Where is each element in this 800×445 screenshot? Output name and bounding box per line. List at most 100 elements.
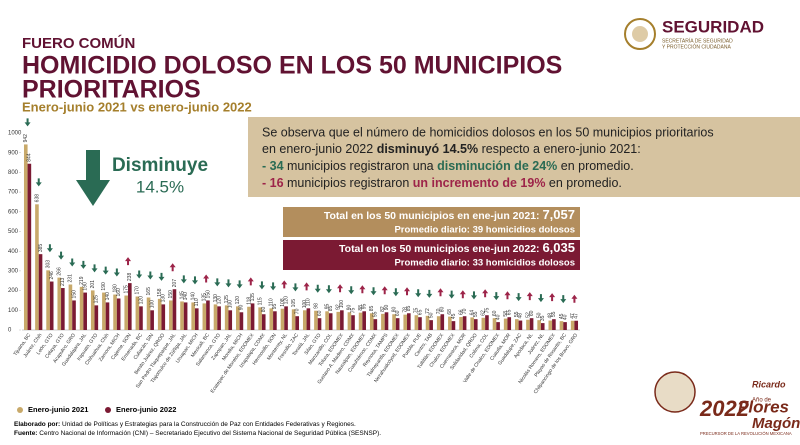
bar <box>384 312 389 330</box>
bar <box>369 313 374 330</box>
change-arrow <box>549 293 556 302</box>
value-label: 145 <box>179 291 185 300</box>
value-label: 140 <box>191 292 197 301</box>
value-label: 100 <box>228 300 234 309</box>
bar <box>492 318 497 330</box>
bar <box>362 311 366 330</box>
value-label: 120 <box>235 296 241 305</box>
legend-swatch <box>17 407 23 413</box>
bar <box>317 318 322 330</box>
bar <box>473 319 478 330</box>
t: respecto a enero-junio 2021: <box>478 142 641 156</box>
value-label: 45 <box>451 313 457 319</box>
t: en promedio. <box>545 176 621 190</box>
bar <box>128 283 132 330</box>
summary-line: Se observa que el número de homicidios d… <box>262 125 714 139</box>
bar <box>172 289 177 330</box>
value-label: 130 <box>213 294 219 303</box>
bar <box>105 302 110 330</box>
value-label: 75 <box>350 307 356 313</box>
value-label: 95 <box>324 304 330 310</box>
bar <box>395 318 400 330</box>
bar <box>83 292 87 330</box>
value-label: 75 <box>414 307 420 313</box>
value-label: 75 <box>484 307 490 313</box>
t: un incremento de 19% <box>413 176 546 190</box>
bar <box>161 304 166 330</box>
value-label: 942 <box>23 134 29 143</box>
value-label: 85 <box>406 305 412 311</box>
bar <box>183 302 188 330</box>
t: Unidad de Políticas y Estrategias para l… <box>60 421 356 428</box>
bar <box>563 322 567 330</box>
t: Elaborado por: <box>14 421 60 428</box>
bar <box>328 313 333 330</box>
change-arrow <box>147 271 154 280</box>
change-arrow <box>113 268 120 277</box>
bar <box>49 281 54 330</box>
value-label: 108 <box>280 298 286 307</box>
bar <box>284 306 288 330</box>
value-label: 85 <box>328 305 334 311</box>
change-arrow <box>102 266 109 275</box>
title: HOMICIDIO DOLOSO EN LOS 50 MUNICIPIOS <box>22 52 562 80</box>
total-box-2022 <box>283 240 580 270</box>
bar <box>481 317 486 330</box>
change-arrow <box>46 244 53 253</box>
bar <box>150 310 154 330</box>
bar <box>451 321 456 330</box>
bar <box>61 288 65 330</box>
callout-word: Disminuye <box>112 155 208 176</box>
footer-source: Fuente: Centro Nacional de Información (… <box>14 430 381 437</box>
bar <box>302 310 307 330</box>
total-line: Total en los 50 municipios ene-jun 2022:… <box>339 240 575 255</box>
value-label: 65 <box>417 309 423 315</box>
value-label: 115 <box>257 297 263 305</box>
bar <box>194 308 199 330</box>
change-arrow <box>191 276 198 285</box>
logo: SEGURIDAD SECRETARÍA DE SEGURIDAD Y PROT… <box>624 17 764 50</box>
change-arrow <box>303 282 310 291</box>
value-label: 150 <box>168 290 174 299</box>
summary-line: en enero-junio 2022 disminuyó 14.5% resp… <box>262 142 641 156</box>
change-arrow <box>292 283 299 292</box>
bar <box>518 320 523 330</box>
change-arrow <box>180 275 187 284</box>
bar <box>206 300 210 330</box>
value-label: 638 <box>34 194 40 203</box>
value-label: 48 <box>548 313 554 319</box>
value-label: 266 <box>57 267 63 276</box>
change-arrow <box>381 286 388 295</box>
value-label: 110 <box>306 298 312 306</box>
value-label: 35 <box>540 315 546 321</box>
value-label: 130 <box>161 294 167 303</box>
logo-name: SEGURIDAD <box>662 17 764 36</box>
value-label: 55 <box>473 311 479 317</box>
bar <box>470 317 474 330</box>
change-arrow <box>415 289 422 298</box>
bar <box>124 295 129 330</box>
value-label: 170 <box>135 286 141 295</box>
bar <box>68 284 73 330</box>
change-arrow <box>225 279 232 288</box>
change-arrow <box>236 280 243 289</box>
bar <box>224 305 229 330</box>
bar <box>436 316 441 330</box>
value-label: 175 <box>124 285 130 294</box>
value-label: 50 <box>536 312 542 318</box>
bar <box>273 311 277 330</box>
change-arrow <box>337 284 344 293</box>
bar <box>23 144 28 330</box>
bar <box>258 307 262 330</box>
change-arrow <box>571 294 578 303</box>
value-label: 90 <box>347 304 353 310</box>
t: 7,057 <box>542 207 575 222</box>
t: en enero-junio 2022 <box>262 142 377 156</box>
change-arrow <box>515 293 522 302</box>
change-arrow <box>125 257 132 266</box>
bar <box>102 292 106 330</box>
value-label: 48 <box>518 313 524 319</box>
bar <box>347 312 352 330</box>
y-tick-label: 500 <box>8 229 19 235</box>
